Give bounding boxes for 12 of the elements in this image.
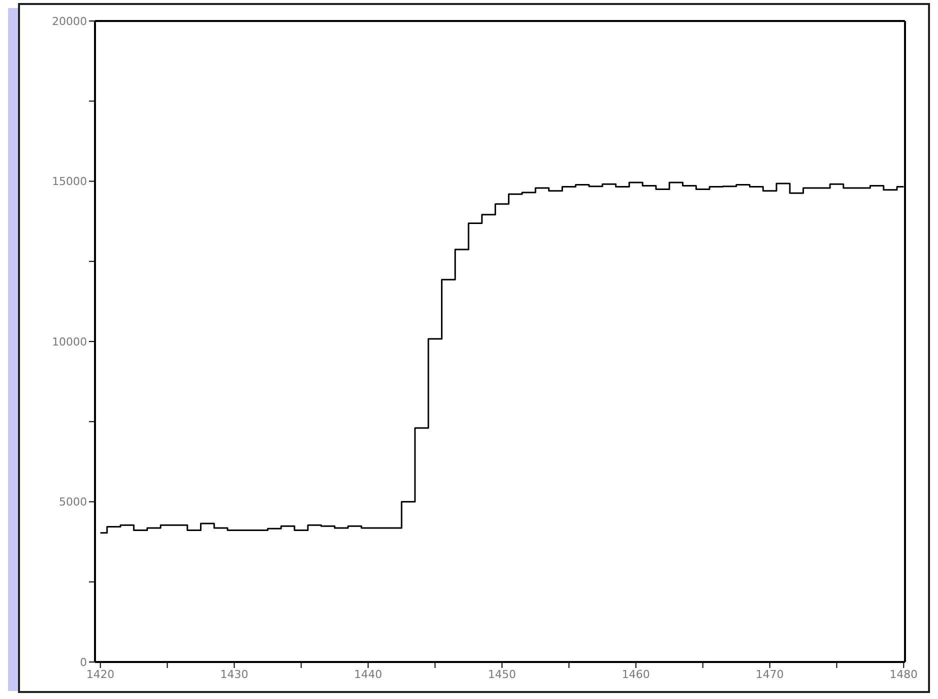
x-tick-label: 1440: [354, 668, 382, 681]
y-tick-label: 20000: [52, 14, 87, 28]
y-tick-label: 5000: [59, 496, 87, 509]
x-tick-label: 1480: [890, 668, 918, 681]
y-tick-label: 0: [80, 656, 87, 669]
x-tick-label: 1420: [86, 668, 114, 681]
y-tick-label: 15000: [52, 175, 87, 188]
y-tick-label: 10000: [52, 335, 87, 348]
x-tick-label: 1460: [622, 668, 650, 681]
x-tick-label: 1430: [220, 668, 248, 681]
x-tick-label: 1450: [488, 668, 516, 681]
x-tick-label: 1470: [756, 668, 784, 681]
